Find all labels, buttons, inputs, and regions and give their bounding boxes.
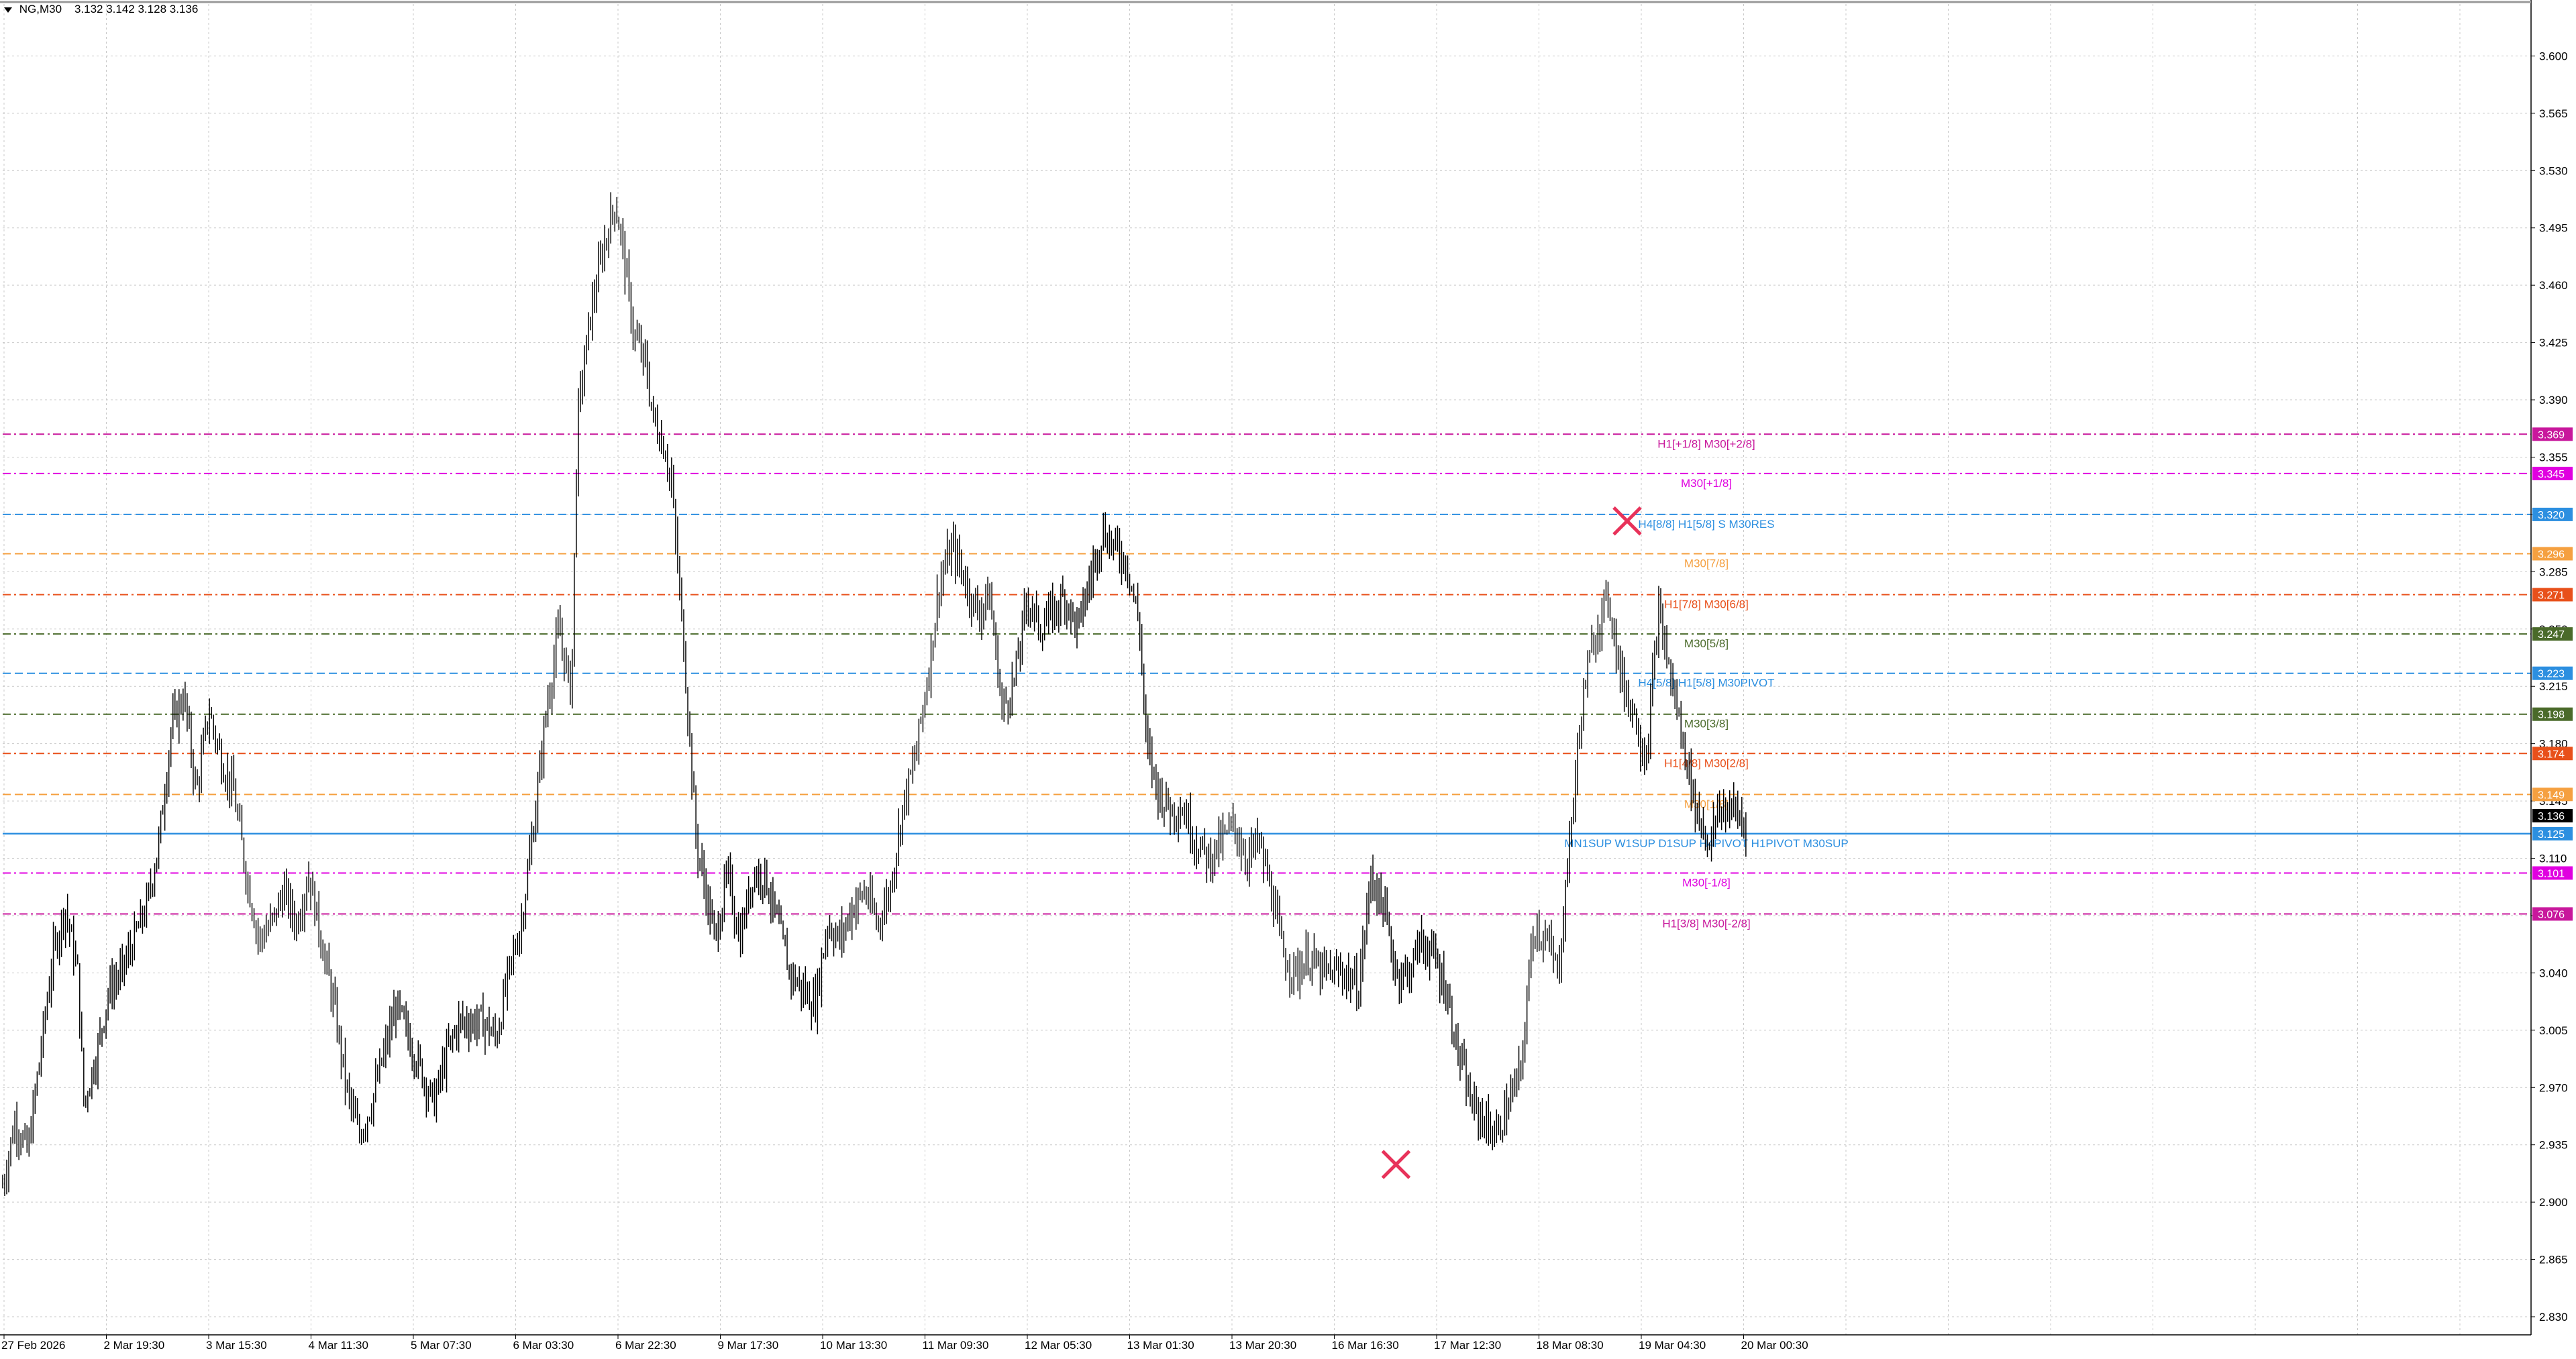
y-tick-label: 2.830	[2539, 1311, 2568, 1323]
price-tags: 3.369 3.345 3.320 3.296 3.271 3.247 3.223 3.198…	[2532, 427, 2573, 921]
level-label: H1[+1/8] M30[+2/8]	[1657, 437, 1755, 450]
price-tag-label: 3.101	[2538, 868, 2565, 879]
price-tag-label: 3.198	[2538, 710, 2565, 721]
level-label: MN1SUP W1SUP D1SUP H4PIVOT H1PIVOT M30SU…	[1564, 837, 1849, 850]
y-tick-label: 2.900	[2539, 1196, 2568, 1209]
candles	[2, 192, 1747, 1196]
y-tick-label: 3.215	[2539, 680, 2568, 693]
y-tick-label: 3.530	[2539, 164, 2568, 177]
x-tick-label: 6 Mar 22:30	[615, 1339, 676, 1352]
grid	[3, 4, 2531, 1335]
y-tick-label: 3.390	[2539, 394, 2568, 406]
x-tick-label: 13 Mar 01:30	[1127, 1339, 1194, 1352]
x-tick-label: 13 Mar 20:30	[1229, 1339, 1296, 1352]
price-tag-bg	[2532, 787, 2573, 802]
level-label: H4[5/8] H1[5/8] M30PIVOT	[1638, 677, 1774, 690]
price-tag-label: 3.223	[2538, 669, 2565, 680]
current-price-tag-label: 3.136	[2538, 811, 2565, 822]
x-tick-label: 9 Mar 17:30	[718, 1339, 779, 1352]
price-tag-bg	[2532, 627, 2573, 641]
dropdown-triangle-icon[interactable]	[4, 7, 12, 13]
y-tick-label: 2.970	[2539, 1081, 2568, 1094]
symbol-header: NG,M30 3.132 3.142 3.128 3.136	[4, 3, 198, 16]
price-tag-label: 3.149	[2538, 790, 2565, 801]
level-label: M30[3/8]	[1684, 718, 1729, 730]
price-tag-label: 3.271	[2538, 590, 2565, 602]
price-tag-bg	[2532, 747, 2573, 761]
x-tick-label: 16 Mar 16:30	[1332, 1339, 1399, 1352]
level-label: H1[3/8] M30[-2/8]	[1662, 918, 1750, 930]
level-label: M30[7/8]	[1684, 557, 1729, 569]
x-tick-label: 20 Mar 00:30	[1741, 1339, 1808, 1352]
price-tag-bg	[2532, 707, 2573, 721]
y-tick-label: 3.040	[2539, 967, 2568, 979]
x-tick-label: 27 Feb 2026	[1, 1339, 65, 1352]
price-tag-bg	[2532, 547, 2573, 561]
level-label: M30[5/8]	[1684, 637, 1729, 650]
x-tick-label: 2 Mar 19:30	[104, 1339, 165, 1352]
price-tag-bg	[2532, 866, 2573, 880]
price-tag-bg	[2532, 666, 2573, 680]
price-tag-label: 3.345	[2538, 469, 2565, 480]
y-tick-label: 2.865	[2539, 1254, 2568, 1266]
price-tag-label: 3.174	[2538, 749, 2565, 760]
price-tag-label: 3.247	[2538, 629, 2565, 641]
y-tick-label: 3.495	[2539, 222, 2568, 235]
y-tick-label: 3.565	[2539, 107, 2568, 120]
ohlc-values: 3.132 3.142 3.128 3.136	[74, 3, 199, 15]
x-tick-label: 12 Mar 05:30	[1025, 1339, 1092, 1352]
y-tick-label: 3.460	[2539, 279, 2568, 292]
cross-marker-icon	[1612, 506, 1642, 536]
x-tick-label: 5 Mar 07:30	[411, 1339, 472, 1352]
x-tick-label: 4 Mar 11:30	[309, 1339, 368, 1352]
x-tick-label: 18 Mar 08:30	[1537, 1339, 1604, 1352]
x-tick-label: 19 Mar 04:30	[1639, 1339, 1706, 1352]
level-lines: H1[+1/8] M30[+2/8] M30[+1/8] H4[8/8] H1[5/…	[3, 433, 2531, 930]
y-tick-label: 3.425	[2539, 337, 2568, 349]
x-tick-label: 3 Mar 15:30	[206, 1339, 267, 1352]
price-tag-bg	[2532, 507, 2573, 521]
y-tick-label: 3.285	[2539, 565, 2568, 578]
current-price-tag-bg	[2532, 809, 2573, 823]
y-tick-label: 3.355	[2539, 451, 2568, 464]
markers	[1381, 506, 1642, 1179]
level-label: H1[4/8] M30[2/8]	[1664, 757, 1749, 769]
price-tag-bg	[2532, 826, 2573, 840]
price-tag-label: 3.076	[2538, 910, 2565, 921]
level-label: H4[8/8] H1[5/8] S M30RES	[1638, 518, 1774, 531]
price-tag-bg	[2532, 427, 2573, 441]
y-tick-label: 3.005	[2539, 1024, 2568, 1037]
price-tag-bg	[2532, 466, 2573, 480]
x-tick-label: 6 Mar 03:30	[513, 1339, 574, 1352]
price-tag-label: 3.125	[2538, 829, 2565, 840]
level-label: H1[7/8] M30[6/8]	[1664, 598, 1749, 611]
price-tag-bg	[2532, 588, 2573, 602]
price-tag-bg	[2532, 907, 2573, 921]
level-label: M30[+1/8]	[1681, 477, 1732, 490]
x-tick-label: 10 Mar 13:30	[820, 1339, 887, 1352]
price-tag-label: 3.296	[2538, 549, 2565, 560]
y-tick-label: 3.110	[2539, 853, 2567, 865]
symbol-name: NG,M30	[19, 3, 62, 15]
cross-marker-icon	[1381, 1150, 1411, 1179]
price-tag-label: 3.320	[2538, 510, 2565, 521]
y-tick-label: 3.600	[2539, 50, 2568, 62]
level-label: M30[-1/8]	[1682, 876, 1731, 889]
x-tick-label: 11 Mar 09:30	[923, 1339, 989, 1352]
x-tick-label: 17 Mar 12:30	[1434, 1339, 1501, 1352]
price-tag-label: 3.369	[2538, 429, 2565, 441]
y-tick-label: 2.935	[2539, 1139, 2568, 1152]
